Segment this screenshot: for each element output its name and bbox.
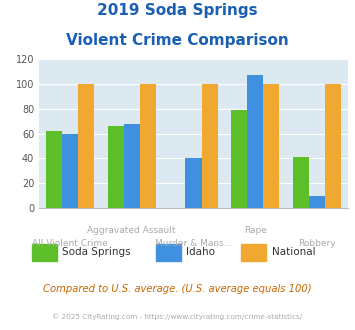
Text: Robbery: Robbery <box>298 239 336 248</box>
Text: Rape: Rape <box>244 226 267 235</box>
Text: National: National <box>272 248 315 257</box>
Text: Murder & Mans...: Murder & Mans... <box>155 239 232 248</box>
Bar <box>231 110 247 208</box>
Bar <box>247 76 263 208</box>
Text: Idaho: Idaho <box>186 248 215 257</box>
Bar <box>62 134 78 208</box>
Text: Compared to U.S. average. (U.S. average equals 100): Compared to U.S. average. (U.S. average … <box>43 284 312 294</box>
Text: Soda Springs: Soda Springs <box>62 248 131 257</box>
Bar <box>108 126 124 208</box>
Bar <box>263 84 279 208</box>
Text: 2019 Soda Springs: 2019 Soda Springs <box>97 3 258 18</box>
Bar <box>309 195 325 208</box>
Bar <box>78 84 94 208</box>
Bar <box>202 84 218 208</box>
Bar <box>140 84 156 208</box>
Text: Aggravated Assault: Aggravated Assault <box>87 226 176 235</box>
Text: All Violent Crime: All Violent Crime <box>32 239 108 248</box>
Bar <box>293 157 309 208</box>
Bar <box>124 124 140 208</box>
Bar <box>325 84 341 208</box>
Text: © 2025 CityRating.com - https://www.cityrating.com/crime-statistics/: © 2025 CityRating.com - https://www.city… <box>53 314 302 320</box>
Bar <box>185 158 202 208</box>
Text: Violent Crime Comparison: Violent Crime Comparison <box>66 33 289 48</box>
Bar <box>46 131 62 208</box>
